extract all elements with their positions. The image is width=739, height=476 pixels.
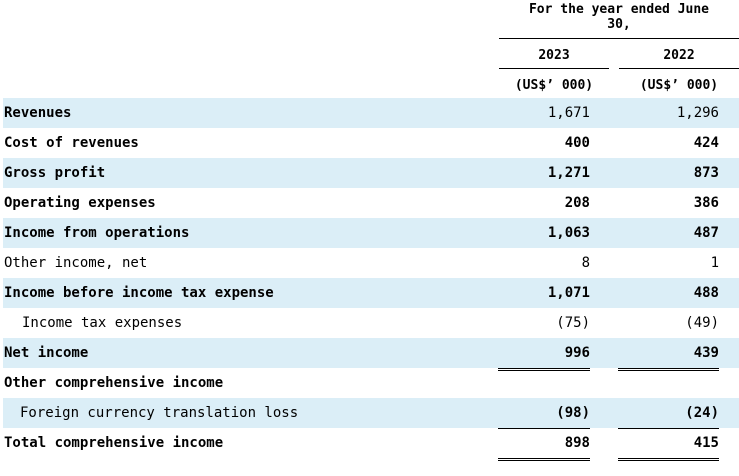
value-2022: 386	[618, 188, 719, 219]
table-row: Net income 996 439	[3, 338, 739, 371]
period-header-rule	[499, 38, 739, 39]
row-label: Income from operations	[4, 225, 190, 241]
value-2022: 487	[693, 225, 719, 241]
value-2023: 1,071	[547, 285, 590, 301]
value-2022: 415	[618, 428, 719, 461]
year-rule-2022	[619, 68, 739, 69]
row-label: Other income, net	[4, 255, 148, 271]
value-2023: 1,271	[547, 165, 590, 181]
row-label: Cost of revenues	[4, 135, 139, 151]
row-label: Gross profit	[4, 165, 106, 181]
period-header-line2: 30,	[607, 17, 631, 32]
value-2023: 996	[498, 338, 590, 371]
table-row: Income before income tax expense 1,071 4…	[3, 278, 739, 308]
row-label: Income before income tax expense	[4, 285, 274, 301]
row-label: Revenues	[4, 105, 72, 121]
value-2023	[498, 369, 590, 399]
value-2022: (24)	[618, 398, 719, 429]
value-2022: 424	[618, 128, 719, 159]
unit-label-2022: (US$’ 000)	[639, 78, 719, 93]
value-2022: 873	[693, 165, 719, 181]
table-row: Other comprehensive income	[3, 369, 739, 397]
row-label: Total comprehensive income	[4, 435, 224, 451]
value-2022: (49)	[618, 308, 719, 339]
value-2022: 1,296	[676, 105, 719, 121]
value-2022: 1	[618, 248, 719, 279]
row-label: Income tax expenses	[22, 315, 183, 331]
table-row: Operating expenses 208 386	[3, 188, 739, 219]
table-row: Cost of revenues 400 424	[3, 128, 739, 159]
value-2022: 488	[693, 285, 719, 301]
value-2022	[618, 369, 719, 399]
row-label: Foreign currency translation loss	[20, 405, 299, 421]
value-2022: 439	[618, 338, 719, 371]
table-row: Income from operations 1,063 487	[3, 218, 739, 248]
value-2023: (98)	[498, 398, 590, 429]
value-2023: 400	[498, 128, 590, 159]
table-row: Foreign currency translation loss (98) (…	[3, 398, 739, 429]
table-row: Revenues 1,671 1,296	[3, 98, 739, 128]
value-2023: (75)	[498, 308, 590, 339]
table-row: Income tax expenses (75) (49)	[3, 308, 739, 339]
period-header-line1: For the year ended June	[528, 2, 709, 17]
unit-label-2023: (US$’ 000)	[514, 78, 594, 93]
row-label: Operating expenses	[4, 195, 156, 211]
column-header-2022: 2022	[663, 48, 695, 63]
value-2023: 1,671	[547, 105, 590, 121]
table-row: Gross profit 1,271 873	[3, 158, 739, 188]
column-header-2023: 2023	[538, 48, 570, 63]
value-2023: 8	[498, 248, 590, 279]
value-2023: 898	[498, 428, 590, 461]
table-row: Total comprehensive income 898 415	[3, 428, 739, 461]
row-label: Net income	[4, 345, 89, 361]
table-row: Other income, net 8 1	[3, 248, 739, 279]
row-label: Other comprehensive income	[4, 375, 224, 391]
value-2023: 208	[498, 188, 590, 219]
year-rule-2023	[499, 68, 609, 69]
value-2023: 1,063	[547, 225, 590, 241]
